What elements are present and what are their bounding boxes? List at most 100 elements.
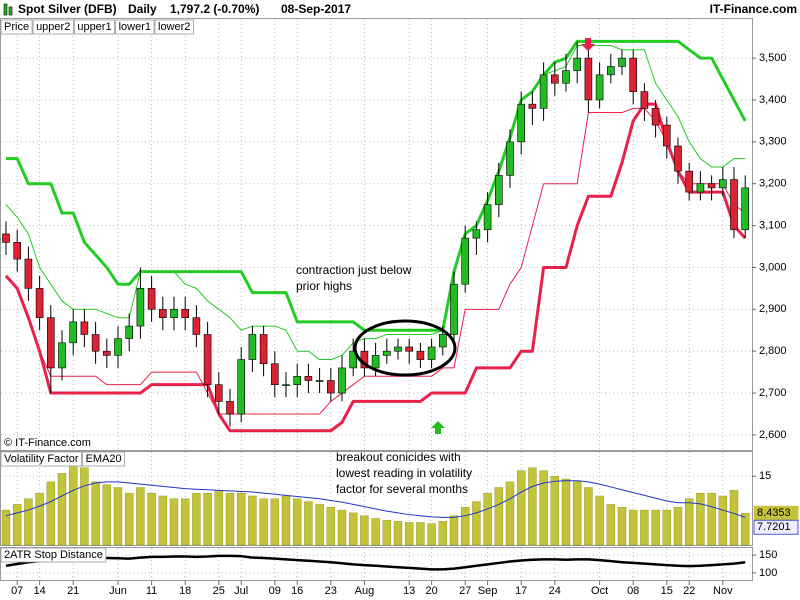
x-tick-label: 21: [67, 585, 79, 597]
bar: [640, 509, 649, 546]
legend-box: [154, 19, 194, 35]
bar: [595, 495, 604, 546]
legend-entry: lower2: [158, 21, 190, 33]
x-tick-label: 09: [269, 585, 281, 597]
bar: [281, 495, 291, 546]
bar: [427, 523, 436, 546]
overlay: [353, 38, 595, 434]
y-tick-label: 2,800: [759, 345, 787, 357]
y-tick-label: 3,400: [759, 94, 787, 106]
bar: [461, 507, 470, 546]
legend-box: [82, 451, 126, 467]
candle-body: [293, 376, 302, 385]
y-tick-label: 100: [759, 567, 777, 579]
y-tick-label: 3,500: [759, 52, 787, 64]
candle-body: [405, 346, 414, 352]
frame: [0, 18, 753, 581]
x-tick-label: Aug: [355, 585, 375, 597]
bar: [236, 492, 246, 546]
bar: [494, 487, 503, 546]
last-value-box: [753, 519, 799, 535]
x-tick-label: 20: [425, 585, 437, 597]
bar: [483, 492, 492, 546]
candle-body: [674, 145, 682, 172]
bar: [561, 478, 571, 546]
x-tick-label: 07: [11, 585, 23, 597]
x-tick-label: 23: [325, 585, 337, 597]
candle-body: [483, 204, 492, 231]
y-tick-label: 2,900: [759, 303, 787, 315]
y-tick-label: 3,200: [759, 178, 787, 190]
header: Spot Silver (DFB) Daily 1,797.2 (-0.70%)…: [3, 2, 797, 16]
x-tick-label: Oct: [591, 585, 608, 597]
candle-body: [282, 384, 290, 386]
legend-entry: Volatility Factor: [4, 453, 79, 465]
x-tick-label: Nov: [713, 585, 733, 597]
candle-body: [58, 342, 66, 369]
annotation: breakout conicides with: [336, 450, 461, 464]
bar: [539, 470, 548, 546]
candle-body: [2, 233, 10, 243]
candle-body: [741, 187, 750, 231]
candle-body: [718, 179, 727, 189]
bar: [337, 509, 347, 546]
candle-body: [550, 74, 559, 84]
candle-body: [159, 309, 167, 318]
annotation: contraction just below: [296, 263, 412, 277]
bar: [1, 509, 11, 546]
candle-body: [125, 325, 133, 339]
bar: [629, 509, 638, 546]
bar: [606, 504, 615, 546]
bar: [584, 487, 593, 546]
watermark: © IT-Finance.com: [4, 437, 91, 449]
bar: [24, 498, 33, 546]
header-date: 08-Sep-2017: [281, 2, 351, 16]
legend-box: [0, 19, 33, 35]
x-tick-label: 17: [515, 585, 527, 597]
bar: [662, 509, 671, 546]
annotation: factor for several months: [336, 482, 468, 496]
y-tick-label: 3,100: [759, 219, 787, 231]
bar: [203, 492, 212, 546]
bar: [472, 501, 481, 546]
bar: [617, 507, 627, 546]
last-value-label: 7.7201: [757, 521, 791, 533]
bar: [12, 504, 22, 546]
candle-body: [338, 367, 346, 394]
annotation: lowest reading in volatility: [336, 466, 472, 480]
candle-body: [651, 108, 660, 126]
candle-body: [528, 103, 537, 109]
bar: [192, 492, 201, 546]
legend-entry: Price: [4, 21, 29, 33]
legend-entry: upper2: [36, 21, 70, 33]
price-pane: [0, 18, 753, 451]
candle-body: [237, 359, 245, 415]
candle-body: [506, 141, 514, 176]
candle-body: [618, 57, 626, 67]
candle-body: [539, 74, 548, 109]
y-tick-label: 3,000: [759, 261, 787, 273]
annotation: prior highs: [296, 279, 352, 293]
bar: [35, 492, 44, 546]
header-icon: [3, 3, 8, 16]
stop-pane: [0, 547, 753, 581]
bar: [550, 476, 559, 546]
bar: [729, 490, 739, 546]
legend-entry: upper1: [77, 21, 111, 33]
x-tick-label: 16: [291, 585, 303, 597]
x-tick-label: 11: [146, 585, 157, 597]
last-value-label: 8.4353: [757, 507, 791, 519]
up-arrow: [431, 421, 445, 434]
bar: [371, 518, 380, 546]
candle-body: [326, 380, 335, 394]
x-tick-label: 27: [459, 585, 471, 597]
y-tick-label: 2,700: [759, 387, 787, 399]
legend-box: [32, 19, 74, 35]
bar: [685, 498, 694, 546]
candle-body: [304, 376, 313, 381]
bar: [416, 522, 425, 546]
candle-body: [707, 183, 716, 189]
candle-body: [562, 70, 570, 84]
bar: [102, 484, 112, 546]
bar: [136, 487, 145, 546]
